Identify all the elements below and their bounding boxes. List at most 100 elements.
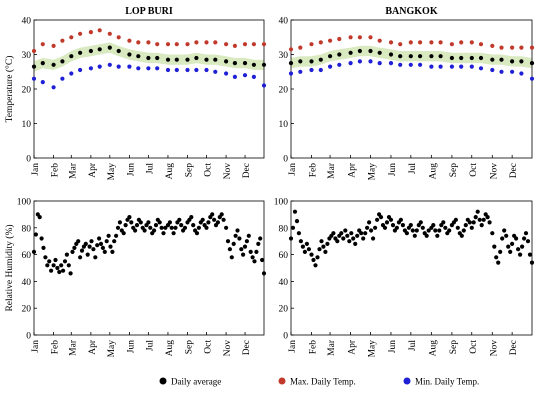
data-point-daily-average bbox=[337, 52, 342, 57]
data-point-daily-average bbox=[39, 236, 44, 241]
data-point-daily-average bbox=[173, 225, 178, 230]
data-point-daily-average bbox=[121, 231, 126, 236]
y-tick-label: 100 bbox=[17, 198, 32, 208]
series-daily-average bbox=[31, 45, 267, 69]
plot-frame bbox=[33, 200, 265, 336]
data-point-daily-average bbox=[471, 220, 476, 225]
data-point-min-daily-temp bbox=[429, 64, 434, 69]
data-point-daily-average bbox=[64, 252, 69, 257]
data-point-daily-average bbox=[529, 260, 535, 265]
data-point-daily-average bbox=[363, 231, 368, 236]
data-point-daily-average bbox=[475, 209, 480, 214]
data-point-daily-average bbox=[473, 215, 478, 220]
data-point-daily-average bbox=[431, 223, 436, 228]
data-point-daily-average bbox=[66, 263, 71, 268]
y-tick-label: 30 bbox=[279, 51, 289, 61]
data-point-daily-average bbox=[463, 223, 468, 228]
data-point-max-daily-temp bbox=[127, 38, 132, 43]
data-point-daily-average bbox=[47, 259, 52, 264]
data-point-daily-average bbox=[102, 249, 107, 254]
x-tick-label-oct: Oct bbox=[469, 340, 479, 354]
data-point-daily-average bbox=[347, 239, 352, 244]
x-tick-label-apr: Apr bbox=[348, 339, 358, 355]
data-point-daily-average bbox=[191, 223, 196, 228]
data-point-min-daily-temp bbox=[40, 80, 45, 85]
data-point-min-daily-temp bbox=[469, 64, 474, 69]
x-tick-label-jun: Jun bbox=[388, 163, 398, 176]
data-point-daily-average bbox=[116, 48, 121, 54]
series-min-daily-temp bbox=[288, 59, 535, 81]
data-point-min-daily-temp bbox=[97, 64, 102, 69]
data-point-daily-average bbox=[412, 233, 417, 238]
data-point-daily-average bbox=[256, 241, 261, 246]
data-point-daily-average bbox=[441, 220, 446, 225]
data-point-daily-average bbox=[424, 233, 429, 238]
y-tick-label: 0 bbox=[283, 155, 288, 165]
data-point-min-daily-temp bbox=[194, 67, 199, 73]
data-point-daily-average bbox=[302, 249, 307, 254]
data-point-daily-average bbox=[33, 232, 39, 237]
data-point-daily-average bbox=[502, 228, 507, 233]
data-point-min-daily-temp bbox=[224, 71, 229, 76]
data-point-daily-average bbox=[487, 220, 492, 225]
data-point-daily-average bbox=[45, 263, 50, 268]
y-tick-label: 40 bbox=[22, 17, 32, 27]
data-point-max-daily-temp bbox=[185, 42, 190, 47]
data-point-daily-average bbox=[167, 220, 172, 225]
data-point-daily-average bbox=[221, 217, 226, 222]
data-point-daily-average bbox=[300, 244, 305, 249]
data-point-daily-average bbox=[250, 255, 255, 260]
x-tick-label-dec: Dec bbox=[509, 163, 519, 178]
data-point-daily-average bbox=[369, 228, 374, 233]
data-point-daily-average bbox=[69, 54, 74, 59]
data-point-max-daily-temp bbox=[309, 42, 314, 47]
data-point-min-daily-temp bbox=[242, 73, 248, 78]
data-point-daily-average bbox=[509, 241, 515, 246]
data-point-min-daily-temp bbox=[127, 64, 132, 69]
data-point-daily-average bbox=[179, 223, 184, 228]
data-point-max-daily-temp bbox=[251, 42, 256, 47]
x-tick-label-feb: Feb bbox=[309, 163, 319, 178]
data-point-daily-average bbox=[169, 225, 174, 230]
data-point-daily-average bbox=[53, 257, 58, 263]
chart-panel-bottom-right: 0 20 40 60 80 100 Jan Feb Mar Apr May Jun Jul Aug Sep O… bbox=[274, 198, 535, 357]
x-tick-label-sep: Sep bbox=[449, 163, 459, 178]
data-point-daily-average bbox=[254, 249, 259, 254]
data-point-daily-average bbox=[367, 220, 372, 225]
data-point-daily-average bbox=[229, 255, 234, 260]
x-tick-label-oct: Oct bbox=[204, 163, 214, 177]
data-point-min-daily-temp bbox=[388, 61, 394, 66]
data-point-daily-average bbox=[478, 55, 484, 61]
x-tick-label-may: May bbox=[107, 163, 117, 181]
data-point-daily-average bbox=[237, 236, 242, 241]
data-point-daily-average bbox=[516, 247, 521, 252]
data-point-max-daily-temp bbox=[499, 45, 504, 50]
data-point-daily-average bbox=[315, 255, 320, 260]
data-point-max-daily-temp bbox=[60, 38, 65, 43]
data-point-daily-average bbox=[437, 228, 442, 233]
data-point-daily-average bbox=[345, 233, 350, 238]
data-point-daily-average bbox=[260, 257, 265, 263]
data-point-daily-average bbox=[232, 61, 237, 66]
data-point-daily-average bbox=[529, 61, 535, 66]
data-point-daily-average bbox=[261, 62, 267, 67]
legend-marker-max-daily-temp bbox=[278, 377, 286, 385]
data-point-daily-average bbox=[429, 54, 434, 59]
data-point-daily-average bbox=[398, 54, 403, 59]
data-point-max-daily-temp bbox=[438, 40, 443, 45]
data-point-min-daily-temp bbox=[232, 74, 237, 79]
data-point-daily-average bbox=[522, 236, 527, 241]
data-point-daily-average bbox=[331, 231, 336, 236]
data-point-daily-average bbox=[239, 247, 244, 252]
data-point-daily-average bbox=[498, 249, 503, 254]
data-point-max-daily-temp bbox=[88, 29, 93, 35]
data-point-daily-average bbox=[469, 225, 474, 230]
x-tick-label-jul: Jul bbox=[408, 340, 418, 351]
data-point-min-daily-temp bbox=[408, 62, 413, 67]
data-point-min-daily-temp bbox=[165, 67, 171, 73]
data-point-daily-average bbox=[481, 217, 486, 222]
data-point-max-daily-temp bbox=[97, 28, 102, 33]
data-point-daily-average bbox=[459, 55, 464, 61]
data-point-max-daily-temp bbox=[298, 45, 303, 50]
